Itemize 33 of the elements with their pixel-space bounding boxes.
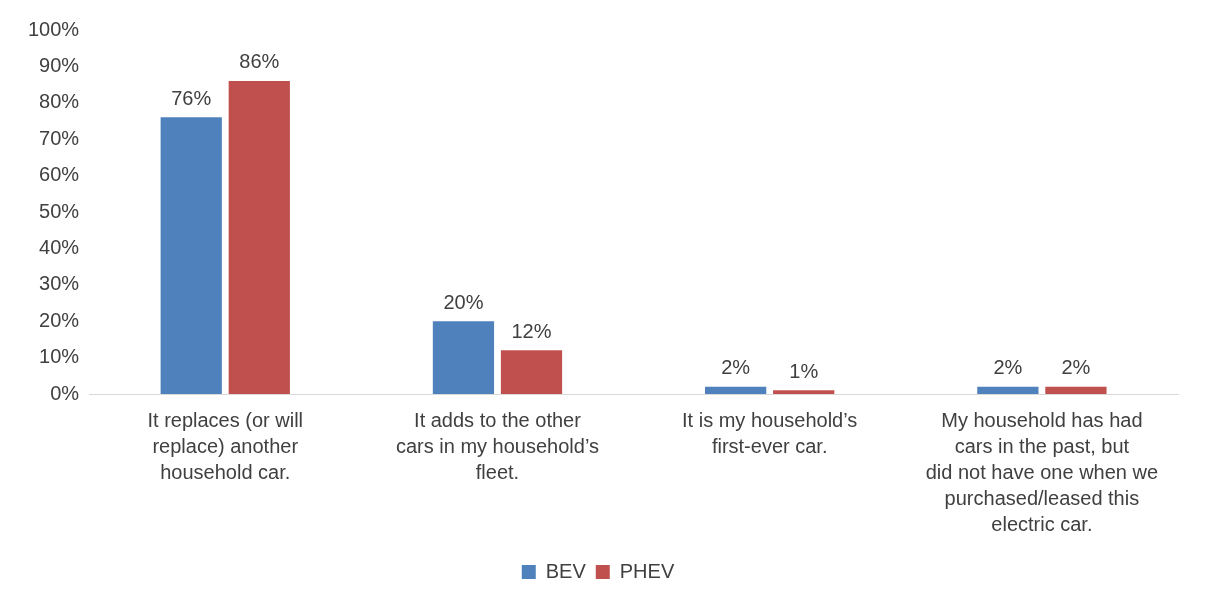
- bar: [160, 117, 222, 394]
- data-label: 76%: [171, 86, 212, 109]
- y-tick-label: 20%: [39, 308, 80, 331]
- y-tick-label: 30%: [39, 272, 80, 295]
- y-tick-label: 10%: [39, 345, 80, 368]
- data-label: 2%: [721, 356, 751, 379]
- bar: [432, 321, 495, 394]
- legend-label: BEV: [545, 559, 587, 582]
- y-tick-label: 50%: [39, 199, 80, 222]
- data-label: 86%: [239, 50, 280, 73]
- x-tick-label: It is my household’s first-ever car.: [682, 408, 858, 457]
- data-label: 2%: [993, 356, 1023, 379]
- bar: [228, 80, 290, 394]
- data-label: 2%: [1061, 356, 1091, 379]
- data-label: 20%: [443, 290, 484, 313]
- data-label: 1%: [789, 359, 819, 382]
- y-tick-label: 40%: [39, 235, 80, 258]
- bar: [977, 386, 1039, 394]
- x-tick-label: My household has had cars in the past, but did not have one when we purchased/leased this electric car.: [925, 408, 1159, 535]
- y-tick-label: 0%: [50, 381, 80, 404]
- y-tick-label: 60%: [39, 163, 80, 186]
- y-tick-label: 100%: [28, 17, 80, 40]
- legend-label: PHEV: [619, 559, 675, 582]
- y-tick-label: 80%: [39, 90, 80, 113]
- bar: [500, 350, 563, 394]
- x-tick-label: It replaces (or will replace) another household car.: [147, 408, 304, 483]
- bar: [773, 390, 835, 394]
- bar: [705, 386, 767, 394]
- y-tick-label: 70%: [39, 126, 80, 149]
- data-label: 12%: [511, 319, 552, 342]
- y-tick-label: 90%: [39, 53, 80, 76]
- x-tick-label: It adds to the other cars in my household’s fleet.: [395, 408, 600, 483]
- bar: [1045, 386, 1107, 394]
